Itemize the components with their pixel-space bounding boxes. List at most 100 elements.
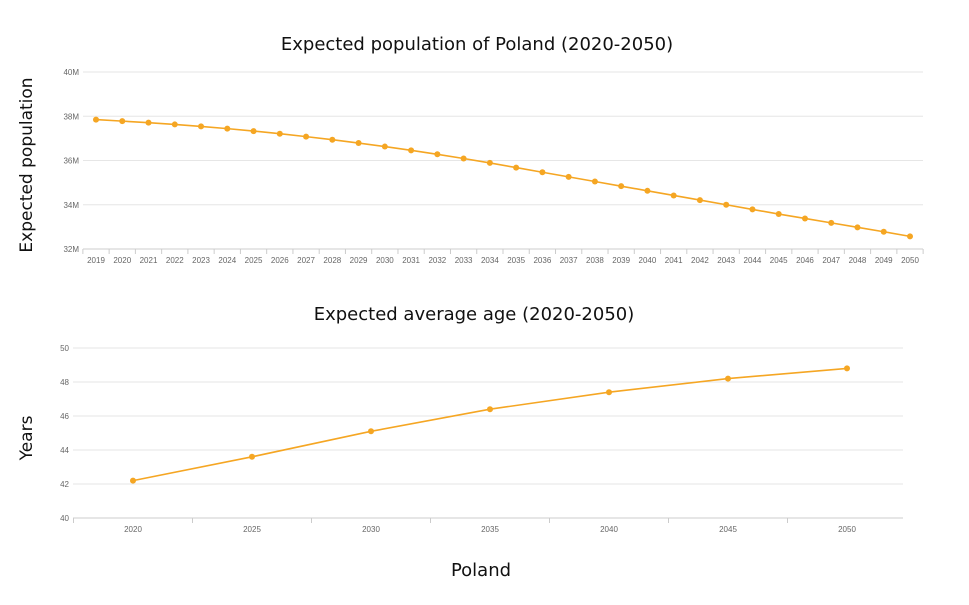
- data-point: [487, 406, 493, 413]
- footer-label: Poland: [451, 560, 511, 581]
- data-point: [854, 224, 861, 231]
- population-x-axis: 2019 2020 2021 2022 2023 2024 2025 2026 2027 2028…: [82, 249, 924, 265]
- data-point: [224, 125, 231, 132]
- average-age-y-axis-label: Years: [17, 415, 37, 461]
- data-point: [355, 140, 362, 147]
- x-tick-label: 2047: [822, 256, 840, 265]
- y-tick-label: 50: [60, 344, 69, 353]
- data-point: [606, 389, 612, 396]
- data-point: [618, 183, 625, 190]
- data-point: [145, 119, 152, 126]
- data-point: [93, 116, 99, 123]
- x-tick-label: 2019: [87, 256, 105, 265]
- x-tick-label: 2020: [124, 525, 142, 534]
- average-age-gridlines: [73, 347, 903, 519]
- data-point: [907, 233, 913, 240]
- x-tick-label: 2040: [639, 256, 657, 265]
- x-tick-label: 2024: [218, 256, 236, 265]
- population-y-tick-labels: 32M 34M 36M 38M 40M: [63, 68, 79, 254]
- data-point: [539, 169, 546, 176]
- x-tick-label: 2035: [507, 256, 525, 265]
- y-tick-label: 44: [60, 446, 69, 455]
- x-tick-label: 2029: [350, 256, 368, 265]
- data-point: [725, 375, 731, 382]
- x-tick-label: 2027: [297, 256, 315, 265]
- data-point: [276, 130, 283, 137]
- x-tick-label: 2042: [691, 256, 709, 265]
- y-tick-label: 48: [60, 378, 69, 387]
- x-tick-label: 2036: [533, 256, 551, 265]
- data-point: [844, 365, 850, 372]
- data-point: [670, 192, 677, 199]
- x-tick-label: 2035: [481, 525, 499, 534]
- data-point: [565, 173, 572, 180]
- y-tick-label: 38M: [63, 112, 79, 121]
- x-tick-label: 2050: [838, 525, 856, 534]
- x-tick-label: 2040: [600, 525, 618, 534]
- x-tick-label: 2041: [665, 256, 683, 265]
- x-tick-label: 2038: [586, 256, 604, 265]
- data-point: [591, 178, 598, 185]
- data-point: [250, 128, 257, 135]
- data-point: [171, 121, 178, 128]
- data-point: [801, 215, 808, 222]
- data-point: [486, 159, 493, 166]
- x-tick-label: 2045: [719, 525, 737, 534]
- data-point: [749, 206, 756, 213]
- data-point: [775, 211, 782, 218]
- data-point: [303, 133, 310, 140]
- series-line: [95, 118, 911, 238]
- average-age-series: [130, 365, 850, 484]
- y-tick-label: 36M: [63, 157, 79, 166]
- y-tick-label: 32M: [63, 245, 79, 254]
- data-point: [513, 164, 520, 171]
- y-tick-label: 40M: [63, 68, 79, 77]
- average-age-y-tick-labels: 40 42 44 46 48 50: [60, 344, 69, 523]
- x-tick-label: 2032: [428, 256, 446, 265]
- data-point: [329, 136, 336, 143]
- y-tick-label: 42: [60, 480, 69, 489]
- data-point: [130, 477, 136, 484]
- x-tick-label: 2034: [481, 256, 499, 265]
- data-point: [198, 123, 205, 130]
- x-tick-label: 2020: [113, 256, 131, 265]
- x-tick-label: 2030: [362, 525, 380, 534]
- data-point: [249, 453, 255, 460]
- y-tick-label: 34M: [63, 201, 79, 210]
- x-tick-label: 2033: [455, 256, 473, 265]
- x-tick-label: 2048: [849, 256, 867, 265]
- x-tick-label: 2021: [140, 256, 158, 265]
- population-chart: Expected population of Poland (2020-2050…: [17, 34, 924, 265]
- x-tick-label: 2043: [717, 256, 735, 265]
- x-tick-label: 2025: [243, 525, 261, 534]
- data-point: [434, 151, 441, 158]
- average-age-x-axis: 2020 2025 2030 2035 2040 2045 2050: [73, 518, 856, 534]
- data-point: [644, 187, 651, 194]
- x-tick-label: 2023: [192, 256, 210, 265]
- data-point: [723, 201, 730, 208]
- data-point: [880, 228, 887, 235]
- population-chart-title: Expected population of Poland (2020-2050…: [281, 34, 673, 55]
- x-tick-label: 2045: [770, 256, 788, 265]
- x-tick-label: 2026: [271, 256, 289, 265]
- x-tick-label: 2050: [901, 256, 919, 265]
- x-tick-label: 2030: [376, 256, 394, 265]
- x-tick-label: 2037: [560, 256, 578, 265]
- data-point: [460, 155, 467, 162]
- x-tick-label: 2049: [875, 256, 893, 265]
- data-point: [381, 143, 388, 150]
- series-line: [132, 367, 848, 482]
- average-age-chart-title: Expected average age (2020-2050): [314, 304, 635, 325]
- population-gridlines: [83, 71, 923, 250]
- data-point: [119, 118, 126, 125]
- x-tick-label: 2022: [166, 256, 184, 265]
- population-series: [93, 116, 913, 240]
- data-point: [828, 219, 835, 226]
- data-point: [408, 147, 415, 154]
- x-tick-label: 2039: [612, 256, 630, 265]
- average-age-chart: Expected average age (2020-2050) Years 4…: [17, 304, 903, 534]
- x-tick-label: 2025: [245, 256, 263, 265]
- data-point: [696, 197, 703, 204]
- y-tick-label: 40: [60, 514, 69, 523]
